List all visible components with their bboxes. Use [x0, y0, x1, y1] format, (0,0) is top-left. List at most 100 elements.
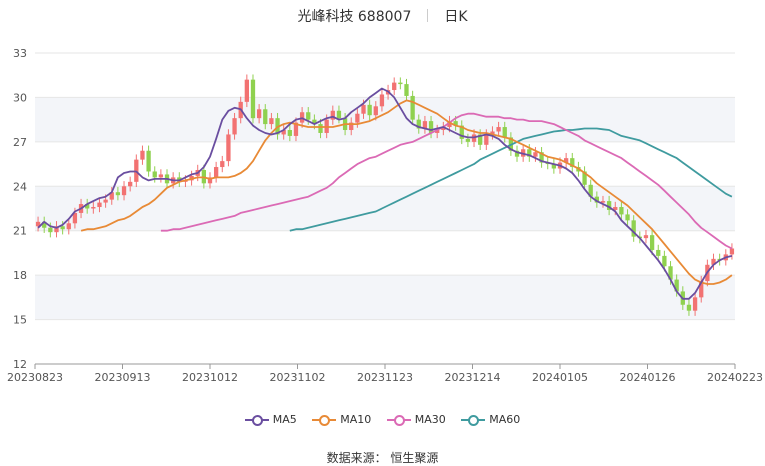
candle-body [478, 134, 483, 145]
candle-body [232, 118, 237, 135]
ma10-line [80, 99, 733, 285]
data-source: 数据来源： 恒生聚源 [326, 451, 439, 465]
legend: MA5 MA10 MA30 MA60 [0, 413, 765, 428]
candle-body [336, 110, 342, 119]
candle-body [379, 94, 385, 107]
candle-body [349, 122, 354, 131]
candle-body [85, 204, 90, 209]
candle-body [256, 109, 262, 119]
candle-body [404, 84, 409, 96]
candle-body [422, 121, 428, 129]
candle-body [54, 226, 59, 233]
candle-body [293, 122, 299, 136]
kline-chart: 12 15 18 21 24 27 30 33 20230823 20230913 20231012… [7, 47, 763, 384]
candle-body [563, 158, 569, 163]
candle-body [594, 196, 599, 203]
candle-body [312, 119, 317, 125]
candle-body [662, 255, 667, 267]
candle-body [459, 125, 464, 139]
candle-body [103, 199, 108, 203]
candle-body [570, 158, 575, 168]
x-tick-label: 20240223 [707, 371, 763, 384]
candle-body [306, 112, 311, 120]
candle-body [355, 113, 360, 123]
legend-item-ma60[interactable]: MA60 [461, 413, 520, 426]
legend-marker [461, 414, 486, 426]
candle-body [152, 171, 157, 178]
candle-body [35, 221, 41, 227]
candle-body [533, 152, 538, 157]
candle-body [527, 149, 532, 157]
candle-body [48, 227, 53, 233]
candle-body [465, 138, 471, 142]
candle-body [619, 207, 624, 215]
y-tick-label: 24 [13, 180, 27, 193]
candle-body [496, 127, 501, 132]
candle-body [674, 279, 679, 292]
candle-body [502, 127, 507, 138]
candle-body [686, 304, 692, 311]
chart-title: 光峰科技 688007 日K [0, 6, 765, 26]
candle-body [435, 130, 440, 133]
candle-body [539, 152, 544, 163]
grid-band [35, 97, 735, 142]
candle-body [582, 171, 587, 185]
y-tick-label: 18 [13, 269, 27, 282]
candle-body [213, 167, 219, 178]
candle-body [263, 109, 268, 125]
candle-body [416, 119, 421, 129]
legend-label: MA5 [272, 413, 297, 426]
candle-body [97, 202, 102, 208]
candle-body [600, 201, 606, 203]
x-tick-label: 20240126 [620, 371, 676, 384]
grid-band [35, 275, 735, 320]
x-tick-label: 20240105 [532, 371, 588, 384]
y-tick-label: 15 [13, 314, 27, 327]
legend-marker [312, 414, 337, 426]
candle-body [643, 235, 649, 239]
candle-body [115, 192, 121, 196]
candle-body [373, 106, 378, 116]
y-tick-label: 30 [13, 91, 27, 104]
ma5-line [37, 87, 733, 300]
candle-body [490, 131, 495, 135]
candle-body [410, 95, 415, 120]
legend-marker [386, 414, 411, 426]
grid-band [35, 186, 735, 231]
x-tick-label: 20231012 [182, 371, 238, 384]
candle-body [398, 82, 403, 85]
candle-body [42, 221, 47, 228]
candle-body [625, 214, 630, 221]
title-separator [427, 9, 429, 22]
legend-label: MA30 [414, 413, 446, 426]
candle-body [128, 181, 133, 187]
candle-body [287, 130, 292, 136]
candle-body [668, 266, 673, 280]
y-tick-label: 27 [13, 136, 27, 149]
candle-body [318, 124, 323, 133]
candle-body [453, 121, 458, 126]
candle-body [244, 79, 249, 102]
legend-label: MA10 [340, 413, 372, 426]
legend-item-ma30[interactable]: MA30 [386, 413, 446, 426]
candle-body [484, 134, 489, 145]
candle-body [711, 258, 716, 265]
period-label: 日K [444, 9, 468, 25]
candle-body [226, 134, 231, 162]
candle-body [551, 164, 557, 169]
x-tick-label: 20231102 [270, 371, 326, 384]
candle-body [220, 161, 225, 168]
candle-body [729, 248, 735, 255]
legend-item-ma10[interactable]: MA10 [312, 413, 371, 426]
candle-body [367, 104, 372, 116]
legend-marker [244, 414, 269, 426]
legend-label: MA60 [489, 413, 521, 426]
ma60-line [289, 127, 733, 232]
legend-item-ma5[interactable]: MA5 [244, 413, 297, 426]
candle-body [146, 150, 151, 172]
ma30-line [160, 112, 733, 250]
candle-body [588, 184, 593, 197]
x-tick-label: 20230913 [95, 371, 151, 384]
candle-body [392, 82, 397, 91]
candle-body [269, 118, 274, 125]
